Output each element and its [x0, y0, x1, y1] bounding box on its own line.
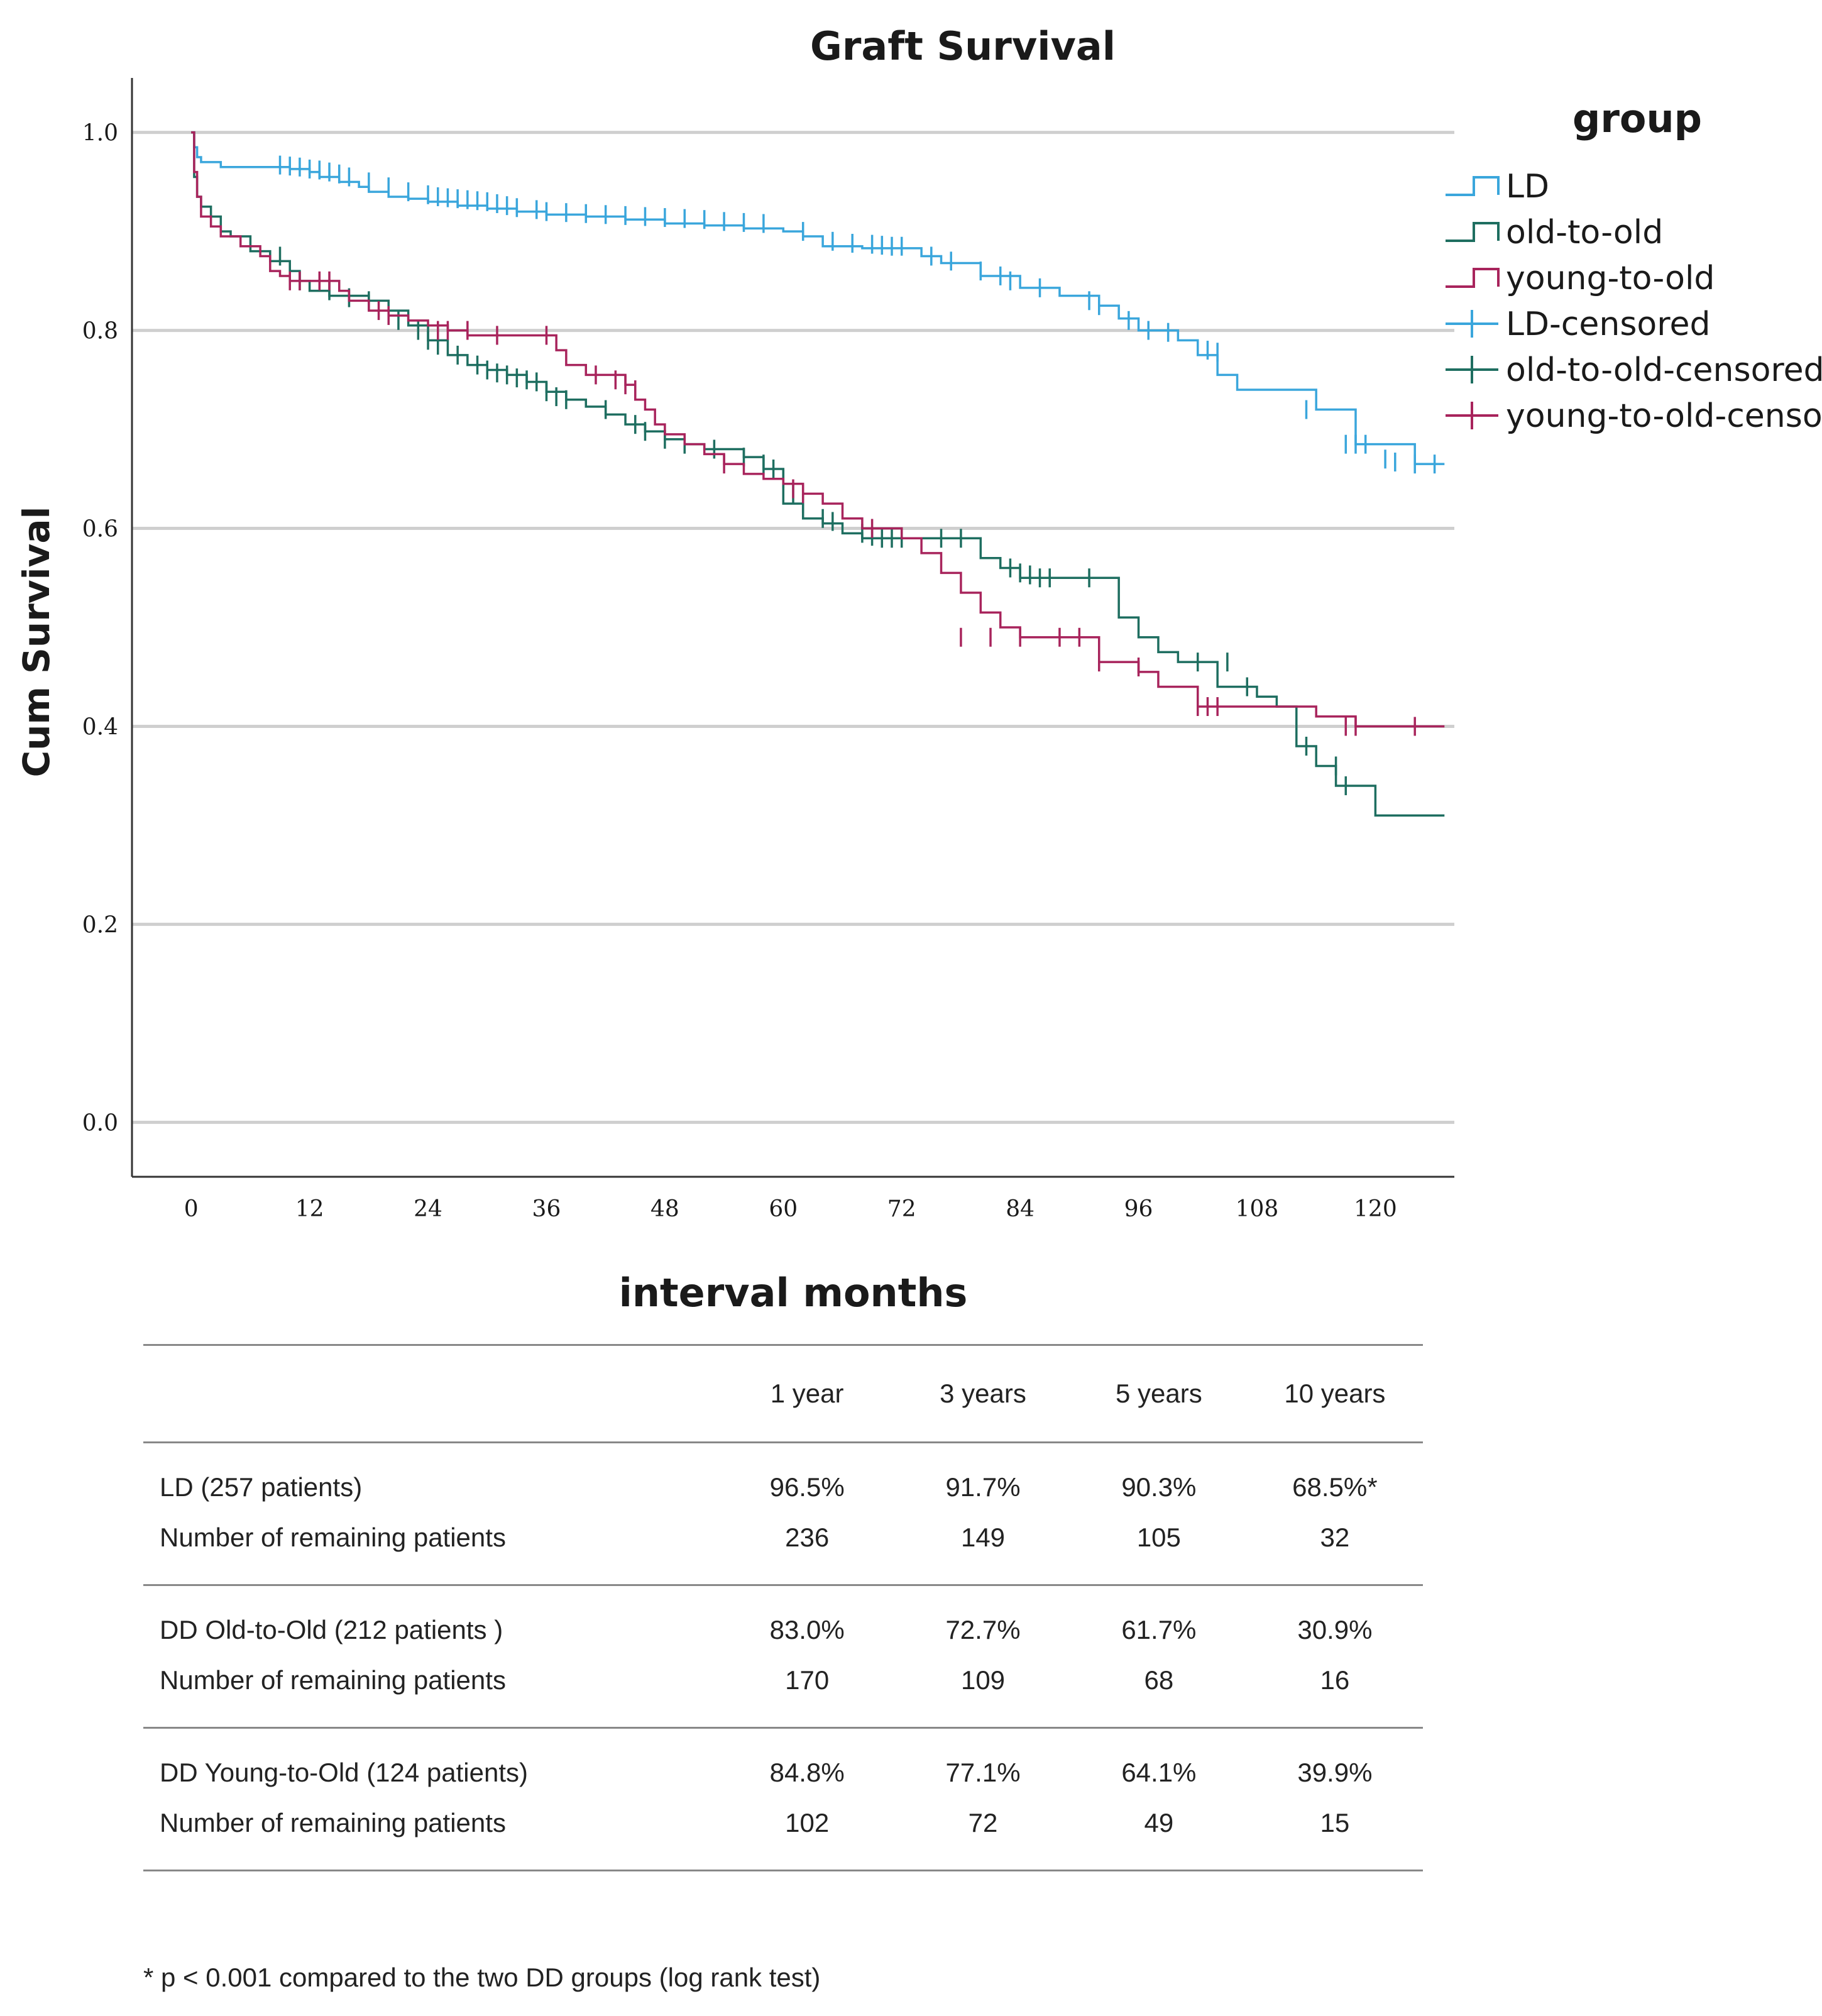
survival-value: 68.5%*	[1292, 1472, 1378, 1502]
group-name: DD Old-to-Old (212 patients )	[160, 1615, 503, 1644]
legend-title: group	[1572, 96, 1702, 141]
remaining-value: 49	[1144, 1808, 1174, 1837]
legend-item: young-to-old	[1446, 260, 1715, 297]
x-tick-label: 36	[532, 1196, 561, 1222]
legend-swatch-censor	[1446, 402, 1498, 429]
series-line-old-to-old	[191, 131, 1445, 817]
group-name: LD (257 patients)	[160, 1472, 363, 1502]
survival-value: 64.1%	[1121, 1758, 1197, 1787]
remaining-value: 149	[960, 1523, 1006, 1552]
table-group-old-to-old: DD Old-to-Old (212 patients ) 83.0% 72.7…	[143, 1585, 1423, 1728]
survival-value: 61.7%	[1121, 1615, 1197, 1644]
legend-item: old-to-old-censored	[1446, 351, 1822, 389]
x-tick-label: 60	[769, 1196, 798, 1222]
table-group-young-to-old: DD Young-to-Old (124 patients) 84.8% 77.…	[143, 1728, 1423, 1871]
x-tick-label: 0	[184, 1196, 199, 1222]
grid-lines	[132, 131, 1454, 1124]
survival-chart: Graft Survival 0.0 0.2 0.4 0.6 0.8 1.0 0 12 24 3…	[15, 23, 1822, 1316]
survival-value: 90.3%	[1121, 1472, 1197, 1502]
remaining-value: 15	[1320, 1808, 1350, 1837]
y-tick-label: 0.2	[82, 912, 118, 938]
chart-title: Graft Survival	[810, 23, 1116, 69]
survival-value: 30.9%	[1297, 1615, 1373, 1644]
survival-value: 72.7%	[945, 1615, 1021, 1644]
survival-value: 39.9%	[1297, 1758, 1373, 1787]
footnote: * p < 0.001 compared to the two DD group…	[143, 1963, 821, 1992]
y-tick-label: 1.0	[82, 121, 118, 146]
table-row: LD (257 patients) 96.5% 91.7% 90.3% 68.5…	[143, 1443, 1423, 1513]
y-tick-label: 0.6	[82, 517, 118, 543]
legend-swatch-step	[1446, 222, 1500, 242]
legend-item: old-to-old	[1446, 214, 1663, 251]
y-tick-label: 0.0	[82, 1110, 118, 1136]
table-header-10-years: 10 years	[1284, 1379, 1386, 1408]
x-tick-label: 120	[1354, 1196, 1397, 1222]
remaining-value: 236	[785, 1523, 830, 1552]
axes	[131, 78, 1454, 1178]
series-line-LD	[191, 131, 1445, 465]
table-row: Number of remaining patients 102 72 49 1…	[143, 1798, 1423, 1871]
table-header-row: 1 year 3 years 5 years 10 years	[143, 1345, 1423, 1443]
remaining-value: 105	[1136, 1523, 1181, 1552]
x-tick-label: 96	[1124, 1196, 1153, 1222]
y-tick-label: 0.8	[82, 319, 118, 344]
x-tick-label: 12	[295, 1196, 324, 1222]
legend-label: LD	[1506, 168, 1549, 206]
legend-label: LD-censored	[1506, 306, 1710, 343]
remaining-value: 109	[960, 1665, 1006, 1695]
survival-value: 84.8%	[769, 1758, 845, 1787]
x-tick-label: 48	[650, 1196, 679, 1222]
table-header-empty	[143, 1345, 719, 1443]
x-tick-label: 72	[887, 1196, 916, 1222]
remaining-value: 102	[785, 1808, 830, 1837]
survival-value: 83.0%	[769, 1615, 845, 1644]
survival-value: 96.5%	[769, 1472, 845, 1502]
remaining-value: 72	[968, 1808, 998, 1837]
legend-swatch-step	[1446, 268, 1500, 288]
x-axis-label: interval months	[619, 1270, 968, 1316]
legend-label: old-to-old	[1506, 214, 1663, 251]
x-tick-label: 84	[1006, 1196, 1034, 1222]
legend: group LD old-to-old young-to-old LD-censore…	[1446, 96, 1822, 435]
remaining-value: 32	[1320, 1523, 1350, 1552]
x-tick-labels: 0 12 24 36 48 60 72 84 96 108 120	[184, 1196, 1397, 1222]
table-header-5-years: 5 years	[1116, 1379, 1202, 1408]
legend-item: young-to-old-censored	[1446, 397, 1822, 435]
remaining-value: 68	[1144, 1665, 1174, 1695]
censor-marks-LD	[278, 155, 1436, 474]
remaining-value: 16	[1320, 1665, 1350, 1695]
remaining-label: Number of remaining patients	[160, 1665, 506, 1695]
legend-label: young-to-old	[1506, 260, 1715, 297]
legend-swatch-censor	[1446, 356, 1498, 383]
remaining-value: 170	[785, 1665, 830, 1695]
legend-label: old-to-old-censored	[1506, 351, 1822, 389]
table-header-1-year: 1 year	[770, 1379, 844, 1408]
x-tick-label: 108	[1236, 1196, 1279, 1222]
table-row: DD Young-to-Old (124 patients) 84.8% 77.…	[143, 1728, 1423, 1798]
x-tick-label: 24	[414, 1196, 442, 1222]
remaining-label: Number of remaining patients	[160, 1523, 506, 1552]
table-row: DD Old-to-Old (212 patients ) 83.0% 72.7…	[143, 1585, 1423, 1656]
series-line-young-to-old	[191, 131, 1445, 728]
table-group-ld: LD (257 patients) 96.5% 91.7% 90.3% 68.5…	[143, 1443, 1423, 1585]
survival-value: 91.7%	[945, 1472, 1021, 1502]
legend-item: LD-censored	[1446, 306, 1710, 343]
censor-marks-young-to-old	[288, 271, 1416, 736]
legend-items: LD old-to-old young-to-old LD-censored old-t…	[1446, 168, 1822, 435]
legend-item: LD	[1446, 168, 1549, 206]
y-tick-labels: 0.0 0.2 0.4 0.6 0.8 1.0	[82, 121, 118, 1137]
survival-value: 77.1%	[945, 1758, 1021, 1787]
series-layer	[191, 131, 1445, 817]
group-name: DD Young-to-Old (124 patients)	[160, 1758, 529, 1787]
remaining-label: Number of remaining patients	[160, 1808, 506, 1837]
table-row: Number of remaining patients 170 109 68 …	[143, 1655, 1423, 1728]
table-row: Number of remaining patients 236 149 105…	[143, 1512, 1423, 1585]
table-header-3-years: 3 years	[940, 1379, 1026, 1408]
legend-swatch-censor	[1446, 310, 1498, 338]
y-axis-label: Cum Survival	[15, 507, 58, 778]
y-tick-label: 0.4	[82, 714, 118, 740]
legend-swatch-step	[1446, 176, 1500, 196]
survival-table: 1 year 3 years 5 years 10 years LD (257 …	[143, 1344, 1423, 1871]
legend-label: young-to-old-censored	[1506, 397, 1822, 435]
